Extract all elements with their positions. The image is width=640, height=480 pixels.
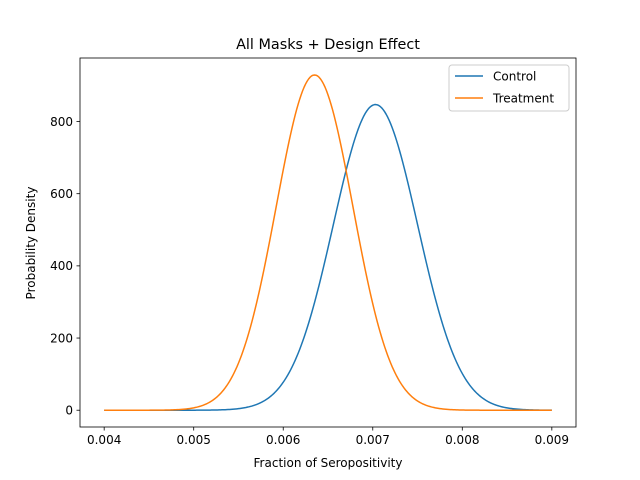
y-tick-label: 600 [50,187,73,201]
legend-label-control: Control [493,69,536,83]
series-line-treatment [104,74,552,411]
x-tick-label: 0.004 [87,433,121,447]
plot-area: 0.004 0.005 0.006 0.007 0.008 0.009 0 200 400 60… [50,57,577,447]
legend-entries: Control Treatment [455,69,554,105]
y-tick-label: 800 [50,115,73,129]
axes-frame [79,57,577,428]
x-tick-label: 0.007 [356,433,390,447]
x-axis-ticks: 0.004 0.005 0.006 0.007 0.008 0.009 [87,427,569,447]
x-tick-label: 0.009 [535,433,569,447]
y-tick-label: 200 [50,331,73,345]
y-axis-label: Probability Density [24,187,38,300]
x-tick-label: 0.008 [445,433,479,447]
x-tick-label: 0.005 [177,433,211,447]
x-axis-label: Fraction of Seropositivity [254,456,403,470]
series-layer [104,74,552,411]
y-axis-ticks: 0 200 400 600 800 [50,115,80,418]
y-tick-label: 0 [65,404,73,418]
x-tick-label: 0.006 [266,433,300,447]
legend: Control Treatment [448,64,570,112]
chart-title: All Masks + Design Effect [236,37,420,53]
legend-label-treatment: Treatment [492,91,554,105]
y-tick-label: 400 [50,259,73,273]
